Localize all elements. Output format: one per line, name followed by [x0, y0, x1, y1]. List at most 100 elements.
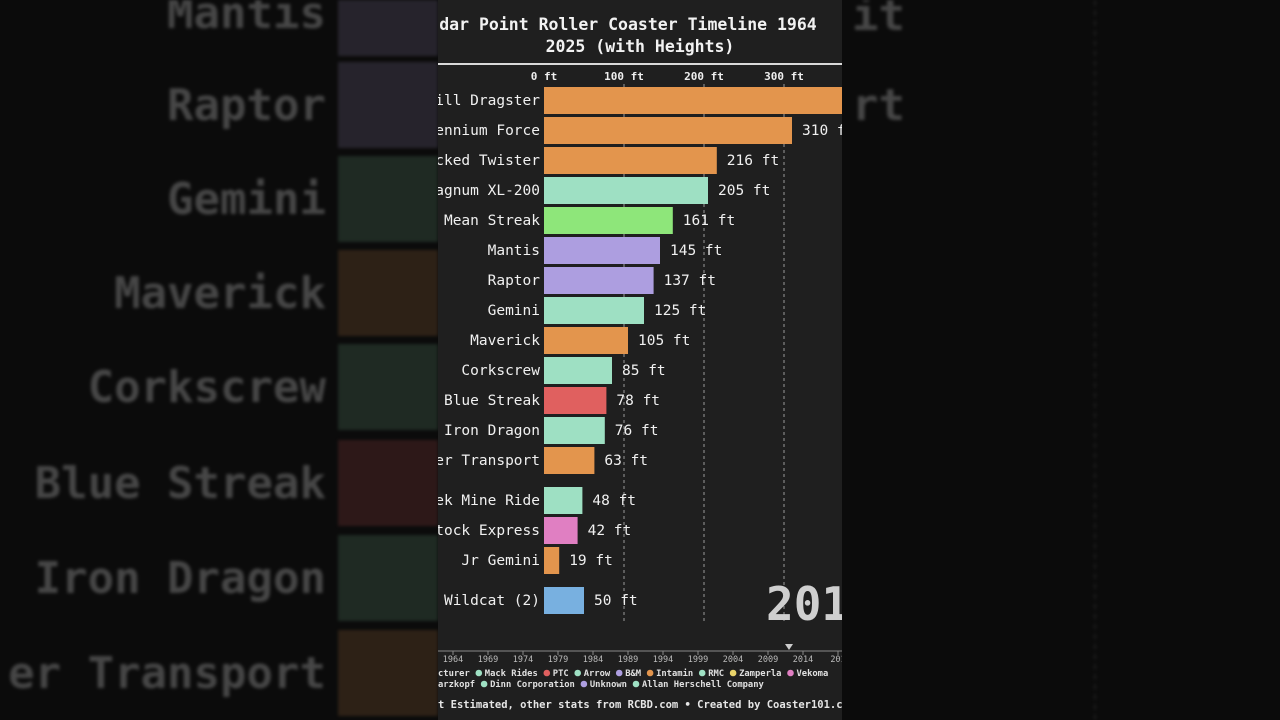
bar [544, 487, 583, 514]
category-label: er Transport [438, 453, 540, 469]
legend-swatch [580, 680, 588, 688]
bar [544, 87, 842, 114]
category-label: Jr Gemini [461, 553, 540, 569]
background-bar [338, 440, 438, 526]
background-label: Mantis [167, 0, 326, 39]
background-bar [338, 0, 438, 56]
background-label: Gemini [167, 174, 326, 225]
legend-label: Allan Herschell Company [642, 680, 765, 690]
background-label: Maverick [114, 268, 326, 319]
legend-label: Unknown [590, 680, 627, 690]
bar [544, 267, 654, 294]
x-tick-label: 100 ft [604, 70, 644, 83]
background-bar [338, 156, 438, 242]
bar [544, 177, 708, 204]
category-label: Mean Streak [444, 213, 540, 229]
current-year-label: 201 [766, 577, 842, 631]
title-divider [438, 63, 842, 65]
bar [544, 517, 578, 544]
background-bar [338, 535, 438, 621]
bar-chart: 0 ft 100 ft 200 ft 300 ft ill Dragster ennium… [438, 70, 842, 711]
bar [544, 357, 612, 384]
credit-text: t Estimated, other stats from RCBD.com •… [438, 699, 842, 711]
category-label: Raptor [488, 273, 541, 289]
background-label: Iron Dragon [34, 553, 326, 604]
bar [544, 147, 717, 174]
x-tick-label: 200 ft [684, 70, 724, 83]
value-label: 105 ft [638, 333, 690, 349]
legend-swatch [475, 669, 483, 677]
background-label: Raptor [167, 80, 326, 131]
category-label: Mantis [488, 243, 540, 259]
background-right-label: it [852, 0, 905, 41]
bar [544, 297, 644, 324]
bar [544, 447, 595, 474]
background-right-blur: it rt [842, 0, 1280, 720]
bar [544, 207, 673, 234]
bar [544, 547, 560, 574]
chart-title-line1: dar Point Roller Coaster Timeline 1964 [439, 15, 817, 34]
value-label: 125 ft [654, 303, 706, 319]
value-label: 85 ft [622, 363, 666, 379]
background-label: Blue Streak [34, 458, 326, 509]
legend-label: arzkopf [438, 680, 475, 690]
legend-swatch [698, 669, 706, 677]
value-label: 76 ft [615, 423, 659, 439]
category-label: ennium Force [438, 123, 540, 139]
bar [544, 387, 607, 414]
category-label: Blue Streak [444, 393, 540, 409]
bar [544, 117, 792, 144]
legend-swatch [632, 680, 640, 688]
timeline-year-label: 1974 [513, 655, 533, 665]
timeline-year-label: 2009 [758, 655, 778, 665]
x-tick-label: 300 ft [764, 70, 804, 83]
timeline-year-label: 2004 [723, 655, 743, 665]
category-label: Maverick [470, 333, 540, 349]
legend-label: PTC [553, 669, 569, 679]
chart-title-line2: 2025 (with Heights) [545, 37, 735, 56]
background-grid-line [1094, 0, 1096, 720]
background-bar [338, 250, 438, 336]
timeline-year-label: 1969 [478, 655, 498, 665]
legend-swatch [615, 669, 623, 677]
legend-label: Intamin [656, 668, 693, 679]
value-label: 63 ft [604, 453, 648, 469]
background-label: Corkscrew [87, 362, 326, 413]
category-label: Wildcat (2) [444, 593, 540, 609]
background-right-label: rt [852, 80, 905, 131]
legend-label: cturer [438, 669, 470, 679]
chart-panel: dar Point Roller Coaster Timeline 1964 2… [438, 0, 842, 720]
value-label: 50 ft [594, 593, 638, 609]
timeline-year-label: 1989 [618, 655, 638, 665]
value-label: 205 ft [718, 183, 770, 199]
bar [544, 587, 584, 614]
legend-swatch [480, 680, 488, 688]
timeline-year-label: 2014 [793, 655, 813, 665]
background-label: er Transport [8, 648, 326, 699]
category-label: Iron Dragon [444, 423, 540, 439]
background-left-blur: Mantis Raptor Gemini Maverick Corkscrew Blue … [0, 0, 438, 720]
legend-label: Vekoma [797, 669, 829, 679]
legend-swatch [646, 669, 654, 677]
timeline-year-label: 1979 [548, 655, 568, 665]
x-tick-label: 0 ft [531, 70, 558, 83]
legend-label: Mack Rides [485, 668, 538, 679]
bar [544, 327, 628, 354]
value-label: 19 ft [569, 553, 613, 569]
timeline-year-label: 201 [830, 655, 842, 665]
legend-swatch [787, 669, 794, 677]
category-label: ek Mine Ride [438, 493, 540, 509]
value-label: 137 ft [664, 273, 716, 289]
background-bar [338, 630, 438, 716]
timeline-year-label: 1994 [653, 655, 673, 665]
value-label: 42 ft [588, 523, 632, 539]
legend-label: RMC [708, 669, 724, 679]
category-label: Corkscrew [461, 363, 540, 379]
value-label: 78 ft [616, 393, 660, 409]
value-label: 48 ft [592, 493, 636, 509]
value-label: 310 f [802, 123, 842, 139]
value-label: 145 ft [670, 243, 722, 259]
background-bar [338, 344, 438, 430]
bar [544, 237, 660, 264]
legend-label: Zamperla [739, 669, 781, 679]
